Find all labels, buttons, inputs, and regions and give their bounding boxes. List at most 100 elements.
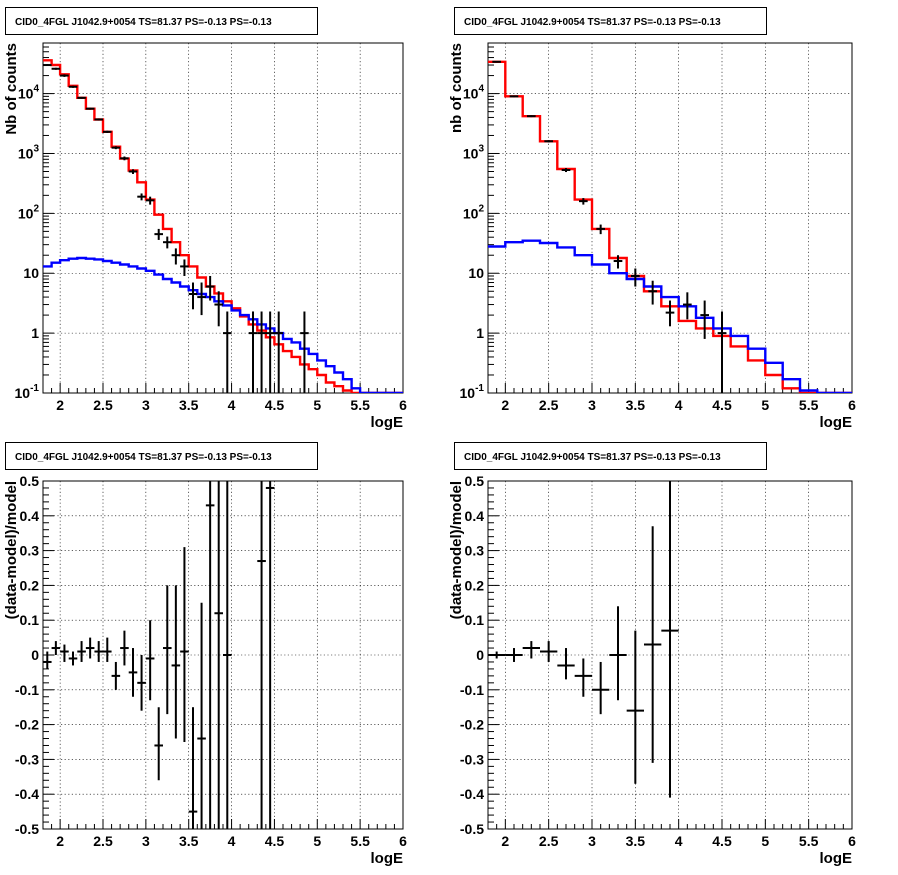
data-point xyxy=(665,300,675,327)
data-point xyxy=(592,661,610,715)
data-point xyxy=(214,291,223,327)
x-tick-label: 3.5 xyxy=(626,833,646,849)
data-point xyxy=(717,311,727,393)
x-tick-label: 6 xyxy=(848,397,856,413)
data-point xyxy=(85,637,95,659)
y-tick-label: 102 xyxy=(18,203,40,221)
y-tick-label: 0.2 xyxy=(465,577,485,593)
y-tick-label: -0.4 xyxy=(460,786,484,802)
x-axis-title: logE xyxy=(820,850,853,867)
chart-panel-1: CID0_4FGL J1042.9+0054 TS=81.37 PS=-0.13… xyxy=(3,7,407,431)
model-background-step-line xyxy=(43,256,403,393)
data-point xyxy=(111,661,121,690)
x-tick-label: 5.5 xyxy=(799,397,819,413)
x-tick-label: 4.5 xyxy=(712,833,732,849)
x-tick-label: 3 xyxy=(142,833,150,849)
x-tick-label: 3.5 xyxy=(626,397,646,413)
data-point xyxy=(544,140,553,143)
chart-panel-2: CID0_4FGL J1042.9+0054 TS=81.37 PS=-0.13… xyxy=(448,7,856,431)
data-point xyxy=(120,630,129,666)
y-axis-title: (data-model)/model xyxy=(448,481,465,619)
plot-frame xyxy=(487,42,853,394)
x-tick-label: 2.5 xyxy=(93,833,113,849)
x-tick-label: 4 xyxy=(228,397,236,413)
y-tick-label: -0.5 xyxy=(15,821,39,837)
x-axis-title: logE xyxy=(371,414,404,431)
y-tick-label: 0.3 xyxy=(20,543,40,559)
model-total-step-line xyxy=(488,60,852,393)
data-point xyxy=(120,156,129,161)
data-point xyxy=(274,311,283,393)
data-point xyxy=(197,282,206,316)
data-point xyxy=(171,585,181,739)
data-point xyxy=(644,526,662,763)
data-point xyxy=(631,268,640,287)
y-tick-label: 0.4 xyxy=(465,508,485,524)
x-tick-label: 4 xyxy=(228,833,236,849)
data-point xyxy=(154,707,163,781)
model-background-step-line xyxy=(488,239,852,393)
data-point xyxy=(77,96,86,99)
y-tick-label: -0.2 xyxy=(15,717,39,733)
data-point xyxy=(683,292,692,320)
y-tick-label: 104 xyxy=(18,84,40,102)
data-point xyxy=(205,481,215,829)
y-tick-label: 0.4 xyxy=(20,508,40,524)
x-tick-label: 2 xyxy=(56,397,64,413)
y-tick-label: 10-1 xyxy=(15,383,40,401)
data-point xyxy=(85,107,95,110)
data-point xyxy=(488,651,506,659)
chart-title: CID0_4FGL J1042.9+0054 TS=81.37 PS=-0.13… xyxy=(15,452,272,463)
x-tick-label: 3 xyxy=(142,397,150,413)
data-point xyxy=(51,67,61,70)
data-point xyxy=(257,481,266,829)
y-tick-label: 0 xyxy=(31,647,39,663)
axis-ticks xyxy=(487,42,853,394)
y-tick-label: 0.2 xyxy=(20,577,40,593)
y-axis-title: Nb of counts xyxy=(3,43,20,135)
data-point xyxy=(561,168,571,173)
y-tick-label: -0.2 xyxy=(460,717,484,733)
data-point xyxy=(103,130,112,133)
data-point xyxy=(557,648,575,680)
data-point xyxy=(163,585,172,715)
data-point xyxy=(137,655,146,711)
data-point xyxy=(596,224,605,235)
y-tick-label: 103 xyxy=(463,143,485,161)
data-point xyxy=(609,606,627,701)
data-point xyxy=(613,255,623,269)
data-point xyxy=(43,651,52,669)
x-axis-title: logE xyxy=(371,850,404,867)
data-point xyxy=(626,630,644,784)
data-point xyxy=(257,311,266,393)
data-point xyxy=(265,311,275,393)
x-tick-label: 4.5 xyxy=(712,397,732,413)
chart-title: CID0_4FGL J1042.9+0054 TS=81.37 PS=-0.13… xyxy=(464,17,721,28)
plot-frame xyxy=(42,42,404,394)
x-tick-label: 4 xyxy=(675,397,683,413)
y-tick-label: 0 xyxy=(476,647,484,663)
y-tick-label: -0.1 xyxy=(460,682,484,698)
data-point xyxy=(492,60,501,63)
x-tick-label: 3.5 xyxy=(179,833,199,849)
chart-title: CID0_4FGL J1042.9+0054 TS=81.37 PS=-0.13… xyxy=(464,452,721,463)
y-tick-label: 0.5 xyxy=(465,473,485,489)
data-point xyxy=(68,651,78,666)
data-point xyxy=(188,707,198,829)
data-point xyxy=(180,259,189,276)
x-tick-label: 6 xyxy=(399,397,407,413)
data-point xyxy=(522,641,540,659)
data-point xyxy=(77,641,86,662)
data-point xyxy=(248,311,258,393)
y-tick-label: -0.3 xyxy=(15,751,39,767)
data-point xyxy=(661,481,679,798)
x-tick-label: 2.5 xyxy=(93,397,113,413)
data-point xyxy=(43,64,52,67)
x-tick-label: 4 xyxy=(675,833,683,849)
x-tick-label: 2 xyxy=(501,397,509,413)
data-point xyxy=(205,275,215,301)
chart-title-box xyxy=(454,7,767,35)
data-layer xyxy=(488,481,679,798)
data-point xyxy=(145,620,155,701)
data-point xyxy=(509,95,519,98)
